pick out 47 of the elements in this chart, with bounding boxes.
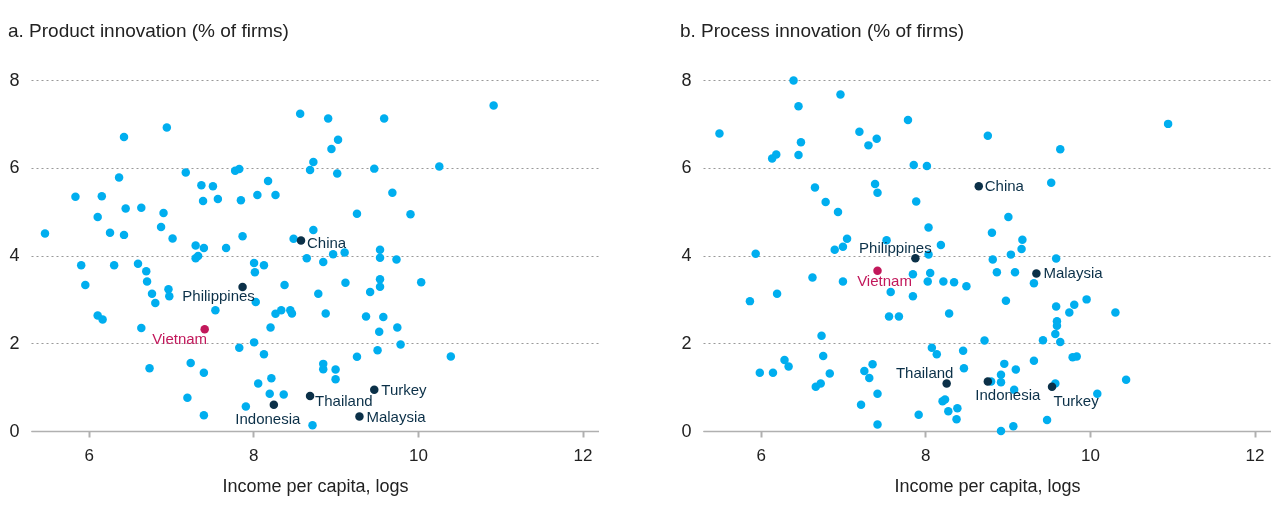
y-tick-label: 6 bbox=[681, 157, 692, 178]
y-tick-label: 0 bbox=[681, 420, 692, 441]
x-axis-title: Income per capita, logs bbox=[222, 475, 409, 496]
annotation: Vietnam bbox=[857, 271, 912, 289]
x-tick-label: 8 bbox=[921, 445, 931, 465]
chart-title: a. Product innovation (% of firms) bbox=[8, 20, 289, 41]
point bbox=[873, 266, 882, 276]
annotation: Turkey bbox=[1053, 391, 1100, 409]
point bbox=[974, 181, 984, 191]
y-tick-label: 8 bbox=[681, 69, 692, 90]
y-tick-label: 4 bbox=[681, 245, 692, 265]
point bbox=[296, 236, 306, 245]
point bbox=[1032, 269, 1041, 278]
x-tick-label: 10 bbox=[1080, 445, 1100, 465]
x-tick-label: 10 bbox=[408, 445, 428, 465]
y-tick-label: 4 bbox=[9, 245, 20, 265]
annotation: Malaysia bbox=[1043, 264, 1104, 282]
x-axis-title: Income per capita, logs bbox=[894, 475, 1081, 496]
point bbox=[942, 379, 951, 388]
y-tick-label: 0 bbox=[9, 420, 20, 441]
annotation: Thailand bbox=[315, 391, 373, 409]
annotation: Indonesia bbox=[235, 409, 302, 427]
annotation: China bbox=[984, 177, 1025, 195]
annotation: Malaysia bbox=[366, 407, 427, 425]
x-tick-label: 8 bbox=[249, 445, 259, 465]
point bbox=[200, 324, 209, 334]
y-tick-label: 2 bbox=[9, 332, 20, 353]
annotation: Vietnam bbox=[152, 330, 208, 348]
annotation: Philippines bbox=[182, 287, 255, 305]
y-tick-label: 6 bbox=[9, 157, 20, 178]
annotation: Indonesia bbox=[975, 386, 1041, 404]
annotation: Turkey bbox=[381, 380, 428, 398]
x-tick-label: 12 bbox=[1245, 445, 1265, 465]
y-tick-label: 2 bbox=[681, 332, 692, 353]
annotation: Philippines bbox=[859, 239, 932, 257]
point bbox=[1047, 382, 1057, 391]
annotation: Thailand bbox=[895, 363, 954, 381]
chart-title: b. Process innovation (% of firms) bbox=[680, 20, 965, 41]
annotation: China bbox=[307, 233, 347, 251]
y-tick-label: 8 bbox=[9, 69, 20, 90]
x-tick-label: 6 bbox=[756, 445, 766, 465]
point bbox=[269, 400, 279, 409]
point bbox=[355, 412, 364, 421]
point bbox=[305, 391, 315, 401]
point bbox=[370, 385, 379, 394]
x-tick-label: 6 bbox=[84, 445, 94, 465]
x-tick-label: 12 bbox=[573, 445, 593, 465]
